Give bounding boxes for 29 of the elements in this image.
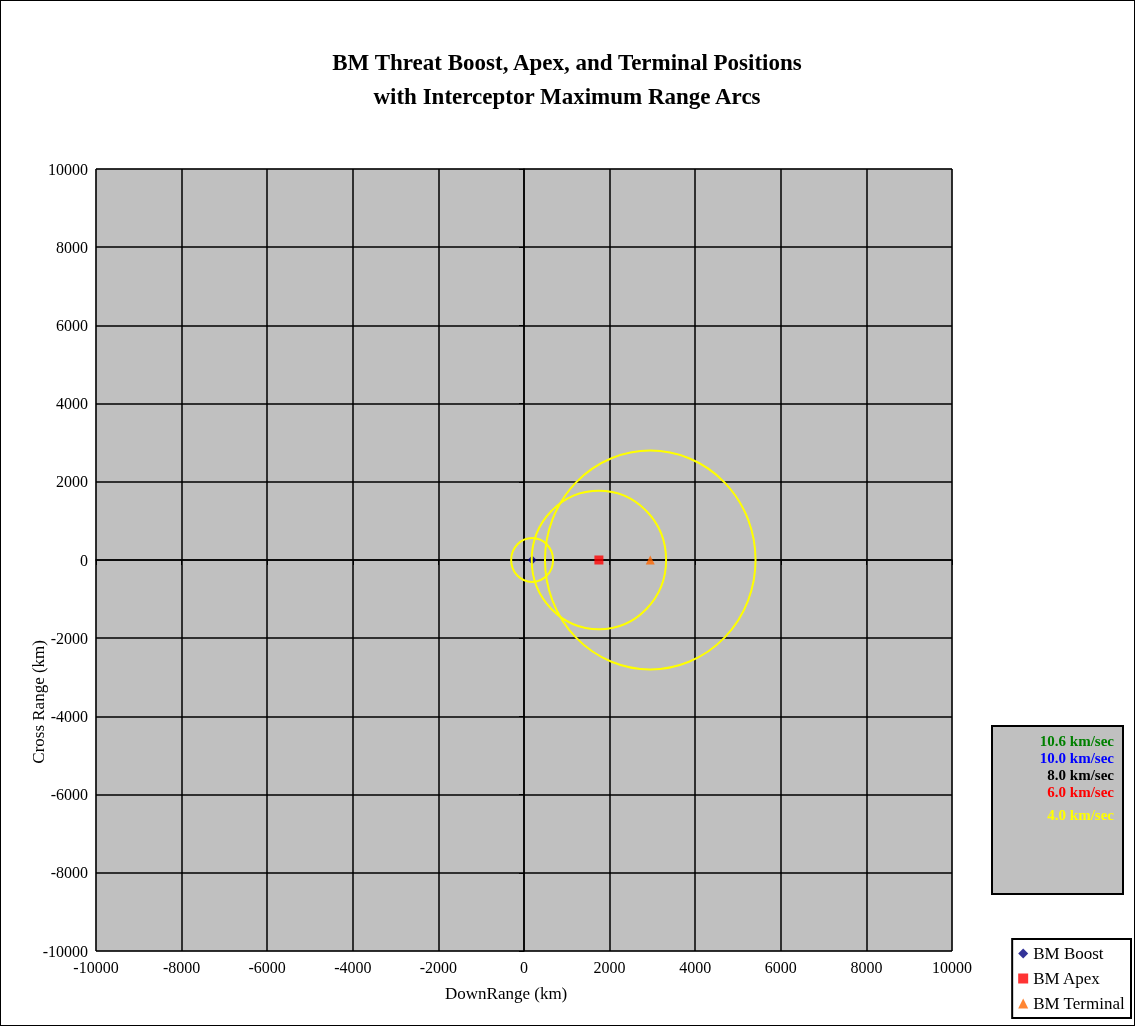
y-tick-label: 10000 bbox=[48, 160, 88, 178]
y-tick-label: 6000 bbox=[56, 316, 88, 334]
legend-label: BM Apex bbox=[1033, 969, 1101, 988]
x-tick-label: -6000 bbox=[248, 958, 286, 976]
y-tick-label: 2000 bbox=[56, 473, 88, 491]
y-tick-label: 8000 bbox=[56, 238, 88, 256]
y-tick-label: 0 bbox=[80, 551, 88, 569]
x-tick-label: 8000 bbox=[850, 958, 883, 976]
chart-title: BM Threat Boost, Apex, and Terminal Positions with Interceptor Maximum Range Arcs bbox=[332, 49, 802, 109]
x-axis-title: DownRange (km) bbox=[445, 984, 568, 1003]
x-tick-label: -4000 bbox=[334, 958, 372, 976]
x-tick-label: 4000 bbox=[679, 958, 712, 976]
x-tick-label: -8000 bbox=[162, 958, 201, 976]
legend-label: BM Boost bbox=[1033, 944, 1104, 963]
y-tick-label: 4000 bbox=[56, 395, 88, 413]
x-tick-label: 10000 bbox=[932, 958, 972, 976]
y-tick-label: -6000 bbox=[50, 786, 88, 804]
y-tick-label: -10000 bbox=[42, 942, 88, 960]
x-tick-label: -10000 bbox=[73, 958, 119, 976]
text-panel: 10.6 km/sec 10.0 km/sec 8.0 km/sec 6.0 km/sec 4.0 km/sec bbox=[991, 725, 1124, 895]
x-tick-label: 6000 bbox=[764, 958, 797, 976]
legend-label: BM Terminal bbox=[1033, 994, 1125, 1013]
x-tick-label: 0 bbox=[520, 958, 528, 976]
y-axis-title: Cross Range (km) bbox=[29, 639, 48, 764]
y-tick-label: -8000 bbox=[50, 864, 88, 882]
y-tick-label: -2000 bbox=[50, 629, 88, 647]
y-tick-label: -4000 bbox=[50, 707, 88, 725]
x-tick-label: 2000 bbox=[593, 958, 626, 976]
x-tick-label: -2000 bbox=[419, 958, 458, 976]
